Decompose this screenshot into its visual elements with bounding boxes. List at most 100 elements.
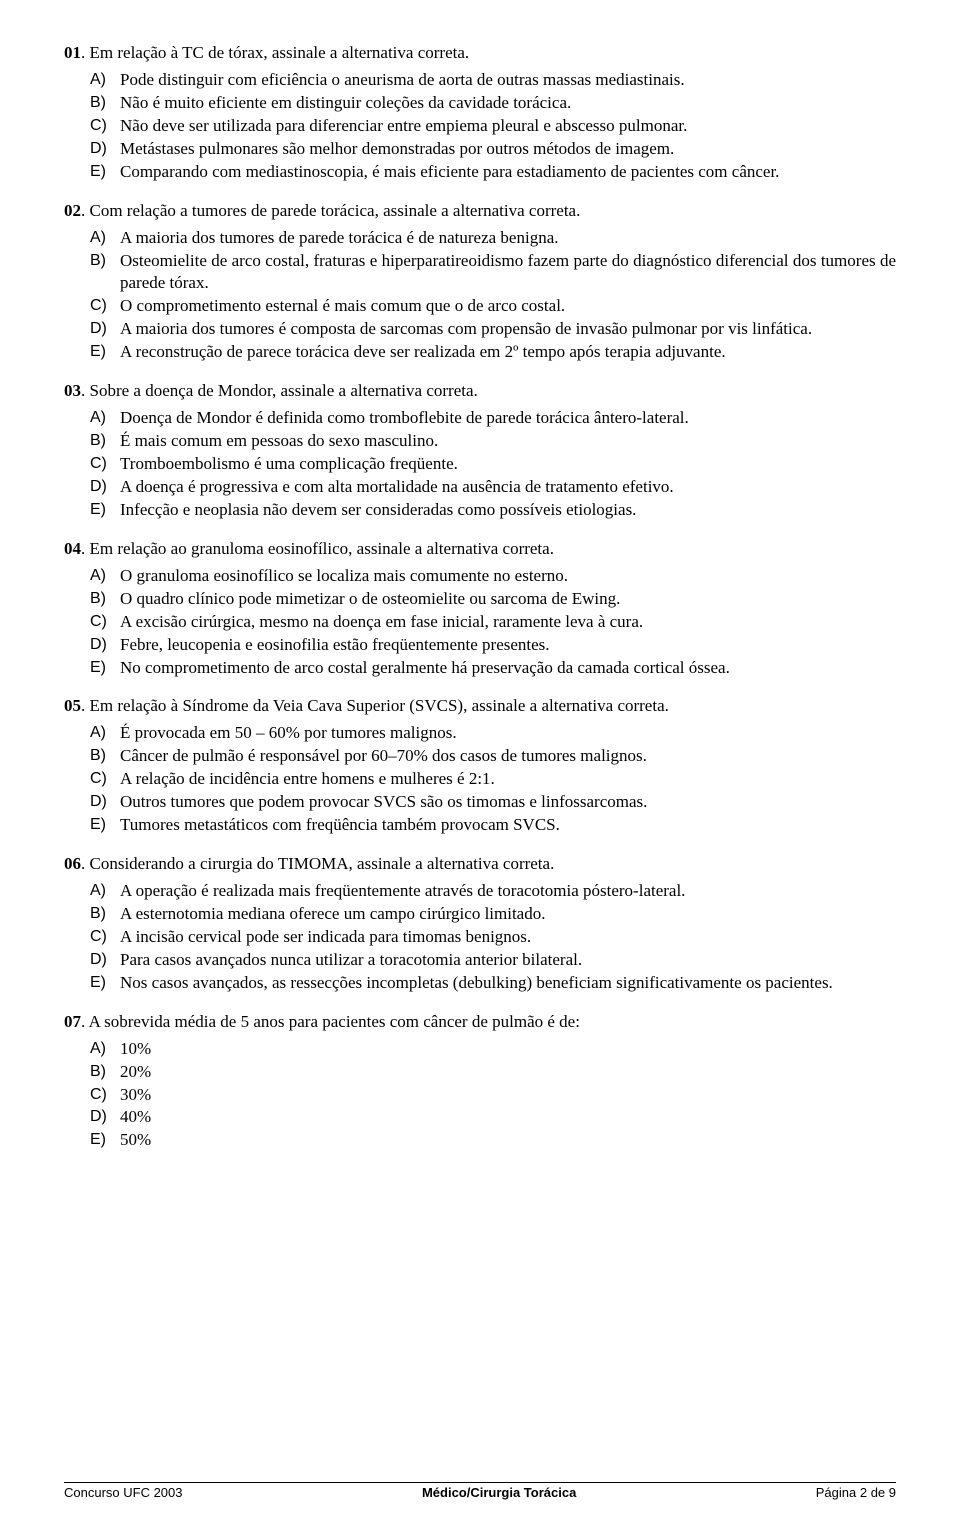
option-item: E)Tumores metastáticos com freqüência ta… xyxy=(64,814,896,837)
question-stem-text: Sobre a doença de Mondor, assinale a alt… xyxy=(90,381,478,400)
option-item: C)A incisão cervical pode ser indicada p… xyxy=(64,926,896,949)
option-text: A maioria dos tumores é composta de sarc… xyxy=(120,318,896,341)
option-letter: C) xyxy=(90,115,120,137)
option-item: B)Não é muito eficiente em distinguir co… xyxy=(64,92,896,115)
question: 02. Com relação a tumores de parede torá… xyxy=(64,200,896,365)
option-letter: B) xyxy=(90,430,120,452)
option-letter: B) xyxy=(90,745,120,767)
option-letter: C) xyxy=(90,926,120,948)
option-text: Para casos avançados nunca utilizar a to… xyxy=(120,949,896,972)
option-text: Outros tumores que podem provocar SVCS s… xyxy=(120,791,896,814)
question-stem-text: Em relação à Síndrome da Veia Cava Super… xyxy=(90,696,669,715)
option-item: A)A maioria dos tumores de parede toráci… xyxy=(64,227,896,250)
option-item: D)A maioria dos tumores é composta de sa… xyxy=(64,318,896,341)
option-letter: E) xyxy=(90,657,120,679)
option-item: C)30% xyxy=(64,1084,896,1107)
option-text: A incisão cervical pode ser indicada par… xyxy=(120,926,896,949)
option-item: C)Não deve ser utilizada para diferencia… xyxy=(64,115,896,138)
question: 03. Sobre a doença de Mondor, assinale a… xyxy=(64,380,896,522)
option-letter: C) xyxy=(90,453,120,475)
option-text: Metástases pulmonares são melhor demonst… xyxy=(120,138,896,161)
question-stem-text: Em relação à TC de tórax, assinale a alt… xyxy=(90,43,470,62)
option-text: Febre, leucopenia e eosinofilia estão fr… xyxy=(120,634,896,657)
option-item: E)Comparando com mediastinoscopia, é mai… xyxy=(64,161,896,184)
option-item: E)No comprometimento de arco costal gera… xyxy=(64,657,896,680)
options-list: A)É provocada em 50 – 60% por tumores ma… xyxy=(64,722,896,837)
option-text: A reconstrução de parece torácica deve s… xyxy=(120,341,896,364)
option-item: D)A doença é progressiva e com alta mort… xyxy=(64,476,896,499)
option-text: Osteomielite de arco costal, fraturas e … xyxy=(120,250,896,296)
options-list: A)A operação é realizada mais freqüentem… xyxy=(64,880,896,995)
option-item: B)20% xyxy=(64,1061,896,1084)
option-item: D)Metástases pulmonares são melhor demon… xyxy=(64,138,896,161)
option-text: É provocada em 50 – 60% por tumores mali… xyxy=(120,722,896,745)
option-letter: E) xyxy=(90,814,120,836)
option-letter: C) xyxy=(90,1084,120,1106)
question-number: 06 xyxy=(64,854,81,873)
option-letter: C) xyxy=(90,768,120,790)
option-item: C)O comprometimento esternal é mais comu… xyxy=(64,295,896,318)
option-text: A maioria dos tumores de parede torácica… xyxy=(120,227,896,250)
option-text: Tumores metastáticos com freqüência tamb… xyxy=(120,814,896,837)
option-letter: B) xyxy=(90,1061,120,1083)
question-stem-text: Com relação a tumores de parede torácica… xyxy=(90,201,581,220)
option-item: D)Outros tumores que podem provocar SVCS… xyxy=(64,791,896,814)
option-letter: D) xyxy=(90,1106,120,1128)
option-item: E)A reconstrução de parece torácica deve… xyxy=(64,341,896,364)
option-letter: A) xyxy=(90,69,120,91)
option-letter: D) xyxy=(90,138,120,160)
option-item: D)Para casos avançados nunca utilizar a … xyxy=(64,949,896,972)
option-item: B)A esternotomia mediana oferece um camp… xyxy=(64,903,896,926)
option-letter: B) xyxy=(90,588,120,610)
option-letter: D) xyxy=(90,791,120,813)
option-text: É mais comum em pessoas do sexo masculin… xyxy=(120,430,896,453)
option-item: B)Câncer de pulmão é responsável por 60–… xyxy=(64,745,896,768)
options-list: A)Doença de Mondor é definida como tromb… xyxy=(64,407,896,522)
option-item: C)A excisão cirúrgica, mesmo na doença e… xyxy=(64,611,896,634)
option-item: C)Tromboembolismo é uma complicação freq… xyxy=(64,453,896,476)
option-text: Nos casos avançados, as ressecções incom… xyxy=(120,972,896,995)
option-item: C)A relação de incidência entre homens e… xyxy=(64,768,896,791)
option-item: E)Nos casos avançados, as ressecções inc… xyxy=(64,972,896,995)
question-stem: 06. Considerando a cirurgia do TIMOMA, a… xyxy=(64,853,896,876)
option-text: A operação é realizada mais freqüentemen… xyxy=(120,880,896,903)
option-item: D)40% xyxy=(64,1106,896,1129)
question: 01. Em relação à TC de tórax, assinale a… xyxy=(64,42,896,184)
option-letter: B) xyxy=(90,903,120,925)
option-text: A esternotomia mediana oferece um campo … xyxy=(120,903,896,926)
footer-row: Concurso UFC 2003 Médico/Cirurgia Toráci… xyxy=(64,1485,896,1500)
question-stem: 05. Em relação à Síndrome da Veia Cava S… xyxy=(64,695,896,718)
option-letter: E) xyxy=(90,341,120,363)
question-stem: 04. Em relação ao granuloma eosinofílico… xyxy=(64,538,896,561)
question-stem: 03. Sobre a doença de Mondor, assinale a… xyxy=(64,380,896,403)
option-text: Não é muito eficiente em distinguir cole… xyxy=(120,92,896,115)
option-item: A)Doença de Mondor é definida como tromb… xyxy=(64,407,896,430)
footer-divider xyxy=(64,1482,896,1483)
option-text: A excisão cirúrgica, mesmo na doença em … xyxy=(120,611,896,634)
option-text: O comprometimento esternal é mais comum … xyxy=(120,295,896,318)
question-number: 02 xyxy=(64,201,81,220)
option-text: 30% xyxy=(120,1084,896,1107)
question-stem-text: Em relação ao granuloma eosinofílico, as… xyxy=(90,539,554,558)
option-letter: C) xyxy=(90,611,120,633)
option-text: 40% xyxy=(120,1106,896,1129)
option-letter: A) xyxy=(90,565,120,587)
question-number: 04 xyxy=(64,539,81,558)
option-letter: D) xyxy=(90,949,120,971)
option-letter: A) xyxy=(90,722,120,744)
question-stem-text: A sobrevida média de 5 anos para pacient… xyxy=(89,1012,580,1031)
option-item: E)50% xyxy=(64,1129,896,1152)
question-stem: 01. Em relação à TC de tórax, assinale a… xyxy=(64,42,896,65)
question-number: 07 xyxy=(64,1012,81,1031)
question-stem-text: Considerando a cirurgia do TIMOMA, assin… xyxy=(90,854,555,873)
footer-right: Página 2 de 9 xyxy=(816,1485,896,1500)
option-letter: E) xyxy=(90,161,120,183)
options-list: A)A maioria dos tumores de parede toráci… xyxy=(64,227,896,365)
option-item: E)Infecção e neoplasia não devem ser con… xyxy=(64,499,896,522)
question-stem: 02. Com relação a tumores de parede torá… xyxy=(64,200,896,223)
question-stem: 07. A sobrevida média de 5 anos para pac… xyxy=(64,1011,896,1034)
option-letter: B) xyxy=(90,92,120,114)
option-item: A)O granuloma eosinofílico se localiza m… xyxy=(64,565,896,588)
option-text: Pode distinguir com eficiência o aneuris… xyxy=(120,69,896,92)
question-number: 01 xyxy=(64,43,81,62)
